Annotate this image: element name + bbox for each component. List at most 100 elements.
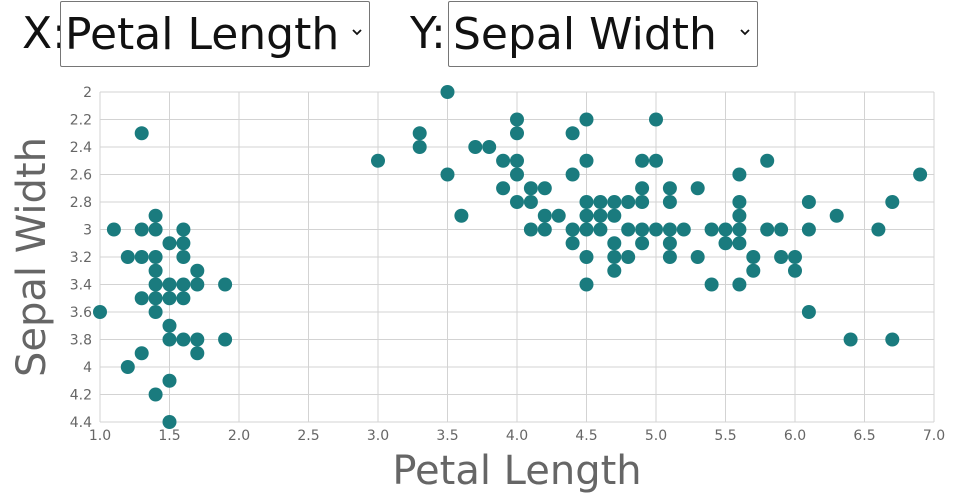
data-point bbox=[662, 181, 677, 196]
data-point bbox=[440, 85, 455, 99]
data-point bbox=[635, 222, 650, 237]
data-point bbox=[662, 250, 677, 264]
data-point bbox=[746, 250, 761, 264]
data-point bbox=[537, 222, 552, 237]
data-point bbox=[162, 415, 177, 429]
data-point bbox=[718, 222, 733, 237]
data-point bbox=[579, 250, 594, 264]
y-tick-label: 3.4 bbox=[70, 278, 92, 294]
x-tick-label: 1.0 bbox=[89, 428, 111, 444]
data-point bbox=[190, 263, 205, 278]
y-tick-label: 2.6 bbox=[70, 168, 92, 184]
data-point bbox=[732, 222, 747, 237]
x-tick-label: 2.5 bbox=[297, 428, 319, 444]
data-point bbox=[662, 222, 677, 237]
data-point bbox=[649, 112, 663, 127]
x-axis-select-value: Petal Length bbox=[65, 9, 340, 60]
x-tick-label: 2.0 bbox=[228, 428, 250, 444]
data-point bbox=[148, 291, 163, 306]
data-point bbox=[690, 250, 705, 264]
y-tick-label: 3.6 bbox=[70, 305, 92, 321]
data-point bbox=[732, 167, 747, 182]
data-point bbox=[162, 318, 177, 333]
data-point bbox=[120, 250, 135, 264]
x-tick-label: 4.5 bbox=[575, 428, 597, 444]
data-point bbox=[148, 222, 163, 237]
data-point bbox=[829, 208, 844, 223]
y-axis-label: Y: bbox=[410, 8, 446, 59]
data-point bbox=[774, 222, 789, 237]
data-point bbox=[801, 305, 816, 319]
data-point bbox=[579, 153, 594, 168]
data-point bbox=[523, 195, 538, 209]
x-tick-label: 6.5 bbox=[853, 428, 875, 444]
data-point bbox=[635, 181, 650, 196]
data-point bbox=[704, 277, 719, 292]
y-tick-label: 3.2 bbox=[70, 250, 92, 266]
data-point bbox=[579, 222, 594, 237]
data-point bbox=[162, 373, 177, 388]
data-point bbox=[510, 153, 524, 168]
data-point bbox=[760, 153, 775, 168]
x-tick-label: 5.5 bbox=[714, 428, 736, 444]
data-point bbox=[551, 208, 566, 223]
data-point bbox=[607, 236, 622, 251]
x-tick-label: 4.0 bbox=[506, 428, 528, 444]
data-point bbox=[218, 332, 233, 347]
y-tick-label: 2.4 bbox=[70, 140, 92, 156]
y-tick-labels: 2 2.2 2.4 2.6 2.8 3 3.2 3.4 3.6 3.8 4 4.2 4.4 bbox=[70, 85, 92, 431]
data-point bbox=[885, 332, 900, 347]
y-tick-label: 4 bbox=[83, 360, 92, 376]
data-point bbox=[579, 208, 594, 223]
x-tick-label: 5.0 bbox=[645, 428, 667, 444]
data-point bbox=[176, 332, 191, 347]
chevron-down-icon bbox=[740, 29, 750, 36]
x-tick-label: 6.0 bbox=[784, 428, 806, 444]
data-point bbox=[760, 222, 775, 237]
data-point bbox=[510, 167, 524, 182]
data-point bbox=[496, 153, 511, 168]
grid-lines bbox=[99, 91, 935, 423]
data-point bbox=[523, 181, 538, 196]
data-point bbox=[371, 153, 385, 168]
data-point bbox=[537, 208, 552, 223]
axis-controls: X: Petal Length Y: Sepal Width bbox=[0, 0, 960, 72]
x-tick-label: 3.5 bbox=[436, 428, 458, 444]
x-axis-label: X: bbox=[22, 8, 67, 59]
data-point bbox=[176, 277, 191, 292]
data-point bbox=[176, 222, 191, 237]
x-axis-select[interactable]: Petal Length bbox=[60, 1, 370, 67]
y-tick-label: 2.2 bbox=[70, 113, 92, 129]
data-point bbox=[579, 277, 594, 292]
chevron-down-icon bbox=[352, 29, 362, 36]
data-point bbox=[162, 332, 177, 347]
data-point bbox=[537, 181, 552, 196]
data-point bbox=[732, 208, 747, 223]
data-point bbox=[607, 208, 622, 223]
y-tick-label: 4.2 bbox=[70, 388, 92, 404]
data-point bbox=[162, 291, 177, 306]
data-points bbox=[93, 85, 928, 429]
data-point bbox=[913, 167, 928, 182]
data-point bbox=[607, 250, 622, 264]
data-point bbox=[148, 305, 163, 319]
data-point bbox=[607, 263, 622, 278]
data-point bbox=[676, 222, 691, 237]
data-point bbox=[218, 277, 233, 292]
data-point bbox=[510, 195, 524, 209]
data-point bbox=[774, 250, 789, 264]
data-point bbox=[788, 250, 802, 264]
data-point bbox=[662, 195, 677, 209]
y-axis-select[interactable]: Sepal Width bbox=[448, 1, 758, 67]
data-point bbox=[704, 222, 719, 237]
data-point bbox=[510, 112, 524, 127]
data-point bbox=[482, 140, 497, 154]
data-point bbox=[607, 195, 622, 209]
data-point bbox=[843, 332, 858, 347]
data-point bbox=[649, 222, 663, 237]
data-point bbox=[454, 208, 469, 223]
data-point bbox=[565, 126, 580, 141]
data-point bbox=[635, 153, 650, 168]
data-point bbox=[593, 195, 608, 209]
data-point bbox=[468, 140, 483, 154]
